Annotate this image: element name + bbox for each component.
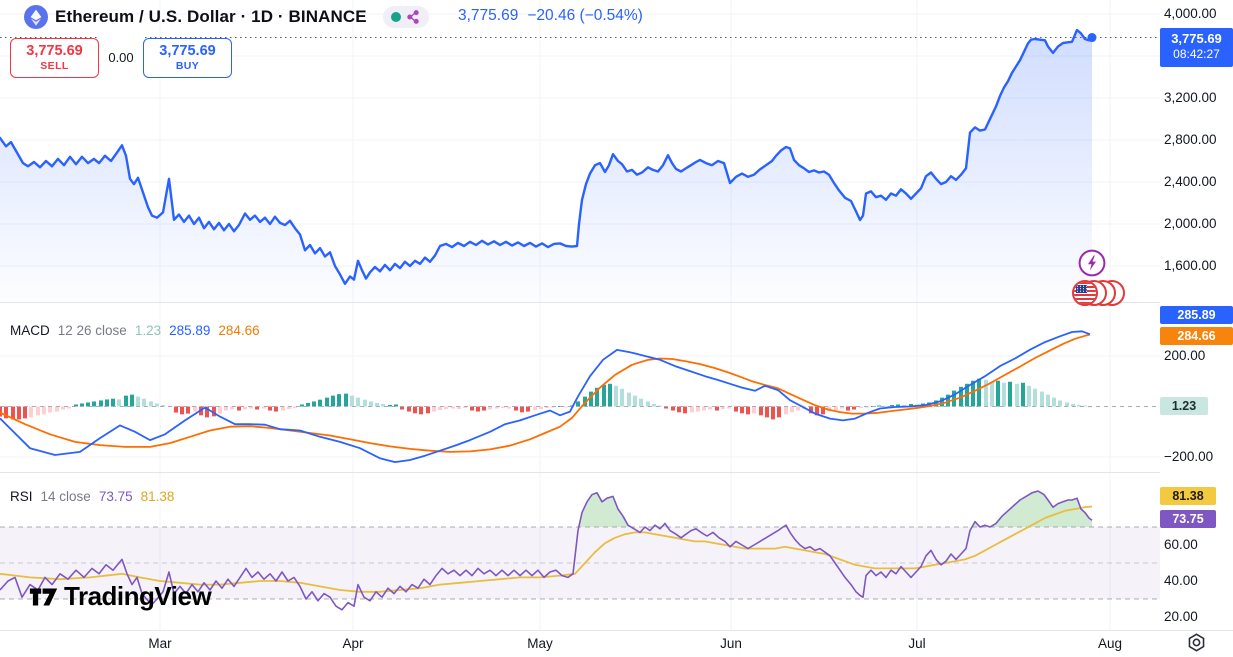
status-pill[interactable]: [382, 6, 429, 28]
price-axis-label: 4,000.00: [1164, 6, 1217, 21]
time-axis-label-mar: Mar: [148, 636, 172, 651]
price-axis-label: 2,400.00: [1164, 174, 1217, 189]
last-price-badge: 3,775.69 08:42:27: [1160, 28, 1233, 67]
macd-hist-badge: 1.23: [1160, 397, 1208, 415]
symbol-title[interactable]: Ethereum / U.S. Dollar · 1D · BINANCE: [55, 7, 367, 26]
rsi-legend: RSI 14 close 73.75 81.38: [10, 489, 174, 504]
rsi-params: 14 close: [40, 489, 91, 504]
buy-button[interactable]: 3,775.69 BUY: [143, 37, 232, 78]
rsi-ma-value: 81.38: [140, 489, 175, 504]
macd-signal-badge: 284.66: [1160, 327, 1233, 345]
badge-countdown: 08:42:27: [1173, 47, 1220, 61]
time-axis-label-may: May: [527, 636, 553, 651]
rsi-axis-label: 20.00: [1164, 609, 1198, 624]
rsi-title[interactable]: RSI: [10, 489, 33, 504]
buy-price: 3,775.69: [159, 43, 216, 60]
macd-signal-value: 284.66: [218, 323, 260, 338]
lightning-events-icon[interactable]: [1078, 249, 1106, 277]
sell-price: 3,775.69: [26, 43, 83, 60]
price-axis-label: 1,600.00: [1164, 258, 1217, 273]
macd-axis-label: 200.00: [1164, 348, 1206, 363]
rsi-badge: 73.75: [1160, 510, 1216, 528]
sell-button[interactable]: 3,775.69 SELL: [10, 37, 99, 78]
macd-title[interactable]: MACD: [10, 323, 50, 338]
tradingview-mark-icon: [29, 588, 58, 605]
order-widget: 3,775.69 SELL 0.00 3,775.69 BUY: [10, 37, 232, 78]
macd-line-value: 285.89: [169, 323, 211, 338]
flag-circle-front: [1072, 280, 1098, 306]
gear-icon[interactable]: [1186, 632, 1207, 653]
spread-value: 0.00: [99, 37, 143, 78]
ethereum-logo-icon: [24, 5, 48, 29]
price-change: −20.46 (−0.54%): [527, 7, 643, 24]
macd-axis-label: −200.00: [1164, 449, 1214, 464]
rsi-ma-badge: 81.38: [1160, 487, 1216, 505]
time-axis-label-aug: Aug: [1097, 636, 1123, 651]
macd-hist-value: 1.23: [134, 323, 162, 338]
time-axis-label-apr: Apr: [342, 636, 364, 651]
market-status-dot: [391, 12, 402, 22]
sell-label: SELL: [40, 59, 69, 72]
tradingview-logo-text: TradingView: [64, 581, 212, 611]
symbol-header: Ethereum / U.S. Dollar · 1D · BINANCE: [24, 4, 429, 30]
rsi-value: 73.75: [98, 489, 133, 504]
buy-label: BUY: [175, 59, 200, 72]
time-axis-label-jul: Jul: [908, 636, 926, 651]
last-price-row: 3,775.69 −20.46 (−0.54%): [458, 7, 643, 25]
price-axis-label: 2,000.00: [1164, 216, 1217, 231]
share-icon: [407, 10, 419, 24]
macd-legend: MACD 12 26 close 1.23 285.89 284.66: [10, 323, 260, 338]
rsi-axis-label: 60.00: [1164, 537, 1198, 552]
macd-params: 12 26 close: [57, 323, 127, 338]
tradingview-logo[interactable]: TradingView: [28, 581, 212, 612]
badge-price: 3,775.69: [1171, 31, 1222, 46]
time-axis-label-jun: Jun: [720, 636, 742, 651]
price-axis-label: 2,800.00: [1164, 132, 1217, 147]
macd-line-badge: 285.89: [1160, 306, 1233, 324]
rsi-axis-label: 40.00: [1164, 573, 1198, 588]
last-price: 3,775.69: [458, 7, 519, 24]
price-axis-label: 3,200.00: [1164, 90, 1217, 105]
us-flag-events-icon[interactable]: [1072, 280, 1140, 307]
